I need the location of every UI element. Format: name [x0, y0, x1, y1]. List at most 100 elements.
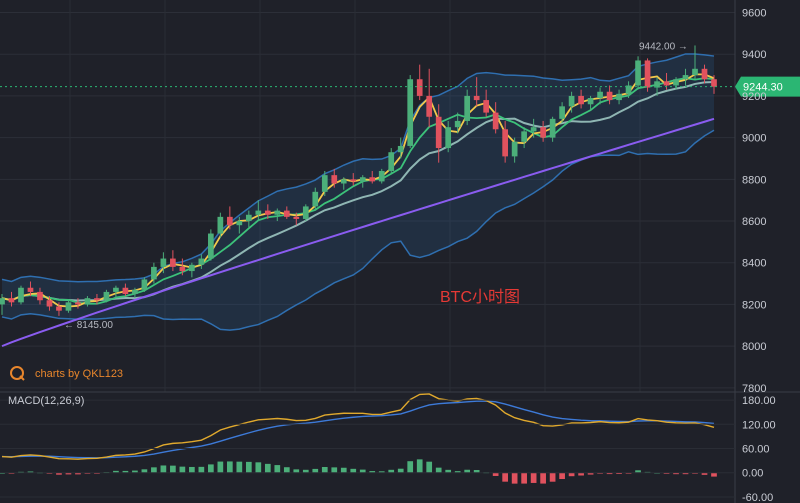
candle-body: [236, 221, 243, 226]
macd-panel: [0, 393, 717, 484]
candle-body: [711, 79, 717, 87]
candle-body: [644, 60, 651, 88]
candle-body: [635, 60, 641, 86]
macd-histogram-bar: [331, 467, 338, 473]
candle-body: [75, 302, 81, 305]
candle-body: [208, 233, 214, 259]
macd-histogram-bar: [711, 472, 717, 477]
macd-histogram-bar: [27, 471, 34, 473]
candle-body: [682, 75, 689, 80]
macd-histogram-bar: [226, 461, 233, 473]
qkl-logo-icon: [10, 366, 24, 380]
macd-histogram-bar: [170, 465, 176, 473]
candle-body: [0, 298, 5, 305]
macd-histogram-bar: [179, 466, 186, 473]
price-tick-label: 8200: [742, 299, 766, 311]
candle-body: [701, 68, 708, 80]
candle-body: [397, 145, 404, 153]
candle-body: [549, 118, 556, 138]
price-tick-label: 8600: [742, 216, 766, 228]
candle-body: [18, 287, 24, 303]
low-marker-label: ← 8145.00: [64, 320, 113, 331]
macd-histogram-bar: [464, 469, 471, 473]
candle-body: [369, 177, 376, 182]
ma-fast-line: [1, 73, 715, 308]
candle-body: [8, 298, 15, 303]
macd-tick-label: 120.00: [742, 419, 776, 431]
macd-histogram-bar: [388, 469, 395, 473]
macd-histogram-bar: [75, 472, 81, 475]
candle-body: [255, 210, 262, 215]
macd-histogram-bar: [264, 463, 271, 473]
macd-histogram-bar: [549, 472, 556, 482]
price-tick-label: 8400: [742, 258, 766, 270]
candle-body: [559, 106, 565, 119]
macd-histogram-bar: [274, 465, 281, 473]
candle-body: [312, 191, 319, 207]
candle-body: [578, 95, 584, 105]
watermark-text: charts by QKL123: [35, 368, 123, 380]
macd-histogram-bar: [208, 464, 214, 473]
macd-histogram-bar: [445, 469, 452, 473]
macd-histogram-bar: [283, 467, 290, 473]
macd-histogram-bar: [302, 469, 309, 473]
candle-body: [492, 112, 499, 130]
macd-histogram-bar: [673, 472, 679, 475]
candle-body: [454, 120, 461, 128]
price-tick-label: 8000: [742, 341, 766, 353]
candle-body: [37, 291, 43, 301]
candle-body: [302, 206, 309, 219]
macd-histogram-bar: [369, 471, 376, 473]
current-price-tag: [735, 76, 800, 97]
candle-body: [189, 264, 195, 272]
macd-histogram-bar: [568, 472, 575, 477]
macd-histogram-bar: [540, 472, 546, 484]
candle-body: [616, 93, 622, 101]
candle-body: [502, 129, 508, 157]
candle-body: [445, 127, 452, 149]
candle-body: [264, 210, 271, 215]
macd-histogram-bar: [511, 472, 518, 484]
macd-histogram-bar: [245, 461, 252, 473]
candle-body: [435, 116, 442, 149]
bollinger-band: [1, 53, 715, 331]
macd-histogram-bar: [141, 469, 148, 473]
price-tick-label: 9600: [742, 8, 766, 20]
candle-body: [597, 91, 603, 98]
candle-body: [56, 306, 62, 311]
high-marker-label: 9442.00 →: [639, 41, 688, 52]
candle-body: [388, 152, 395, 171]
candle-body: [113, 287, 119, 292]
macd-histogram-bar: [530, 472, 537, 483]
macd-histogram-bar: [217, 461, 224, 473]
price-tick-label: 9200: [742, 91, 766, 103]
bollinger-upper: [1, 53, 715, 283]
candle-body: [521, 131, 527, 142]
macd-histogram-bar: [502, 472, 508, 482]
macd-histogram-bar: [397, 468, 404, 473]
candle-body: [103, 291, 110, 301]
candle-body: [226, 216, 233, 226]
macd-histogram-bar: [122, 470, 129, 473]
macd-label: MACD(12,26,9): [8, 395, 84, 407]
macd-histogram-bar: [492, 472, 499, 476]
candle-body: [426, 95, 433, 117]
price-tick-label: 7800: [742, 383, 766, 395]
candle-body: [473, 95, 480, 101]
macd-histogram-bar: [701, 472, 708, 475]
price-tick-label: 9000: [742, 133, 766, 145]
bollinger-fill: [2, 53, 714, 331]
macd-histogram-bar: [378, 471, 385, 473]
macd-tick-label: -60.00: [742, 492, 773, 503]
candle-body: [625, 85, 632, 94]
candle-body: [65, 302, 72, 311]
chart-title: BTC小时图: [440, 288, 520, 306]
macd-histogram-bar: [151, 467, 157, 473]
macd-histogram-bar: [559, 472, 565, 480]
candle-body: [217, 216, 224, 234]
macd-histogram-bar: [682, 472, 689, 475]
macd-histogram-bar: [521, 472, 527, 484]
candle-body: [179, 266, 186, 272]
